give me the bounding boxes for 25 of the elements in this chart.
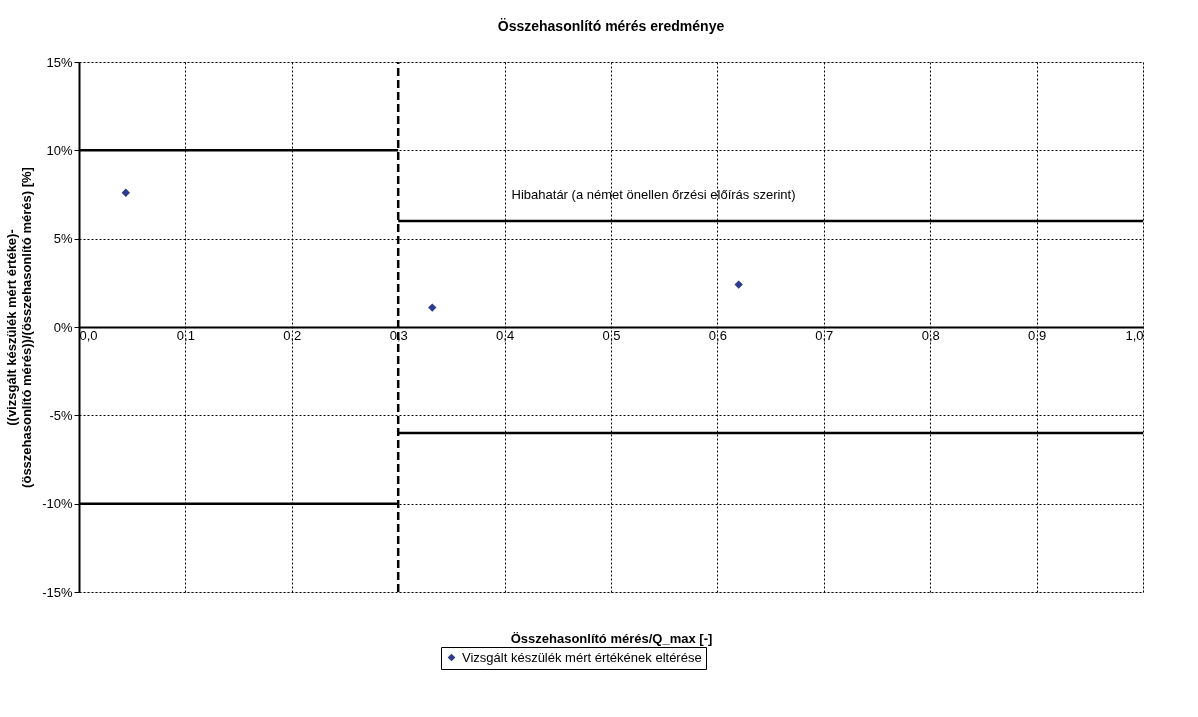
y-tick-label: -5% xyxy=(49,407,73,423)
y-tick-label: 15% xyxy=(46,54,73,70)
x-tick-label: 0,0 xyxy=(79,327,98,343)
y-tick-label: 10% xyxy=(46,142,73,158)
y-tick-label: 0% xyxy=(53,319,73,335)
x-tick-label: 0,2 xyxy=(283,327,302,343)
x-tick-label: 0,1 xyxy=(176,327,195,343)
point xyxy=(734,280,743,289)
x-tick-label: 0,8 xyxy=(921,327,940,343)
point xyxy=(121,188,130,197)
y-tick-label: -10% xyxy=(42,496,73,512)
point xyxy=(428,303,437,312)
x-tick-label: 0,4 xyxy=(496,327,515,343)
legend-label: Vizsgált készülék mért értékének eltérése xyxy=(462,649,702,665)
y-tick-label: 5% xyxy=(53,231,73,247)
x-tick-label: 0,7 xyxy=(815,327,834,343)
x-tick-label: 0,6 xyxy=(708,327,727,343)
y-axis-title: ((vizsgált készülék mért értéke)- (összehasonlító mérés))/(összehasonlító mérés) [%] xyxy=(4,167,35,488)
x-tick-label: 0,9 xyxy=(1028,327,1047,343)
y-tick-label: -15% xyxy=(42,584,73,600)
x-axis-title: Összehasonlító mérés/Q_max [-] xyxy=(510,630,713,646)
x-tick-label: 0,5 xyxy=(602,327,621,343)
annotation: Hibahatár (a német önellen őrzési előírás szerint) xyxy=(511,186,796,202)
x-tick-label: 1,0 xyxy=(1125,327,1144,343)
chart-title: Összehasonlító mérés eredménye xyxy=(497,18,725,34)
